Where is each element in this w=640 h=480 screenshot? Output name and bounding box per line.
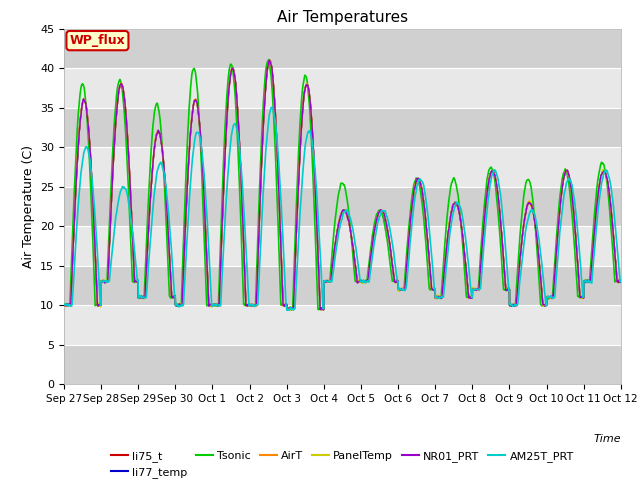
Text: Time: Time [593,434,621,444]
li75_t [160,166,168,171]
li75_t [617,278,625,284]
Tsonic [617,279,625,285]
Bar [64,147,621,187]
AirT [617,279,625,285]
li77_temp [499,249,507,255]
li77_temp [436,295,444,300]
PanelTemp [436,295,444,300]
Line: li75_t: li75_t [64,60,621,310]
Y-axis label: Air Temperature (C): Air Temperature (C) [22,145,35,268]
NR01_PRT [499,249,507,254]
AirT [60,301,68,307]
AM25T_PRT [499,216,507,222]
li75_t [468,294,476,300]
Tsonic [468,295,476,300]
AirT [160,165,168,171]
Tsonic [160,175,168,180]
AirT [317,307,325,313]
Tsonic [265,57,273,62]
Bar [64,29,621,68]
Line: AirT: AirT [64,60,621,310]
Bar [64,108,621,147]
PanelTemp [468,295,476,300]
li75_t [266,57,274,63]
Title: Air Temperatures: Air Temperatures [277,10,408,25]
li77_temp [160,165,168,171]
PanelTemp [266,58,273,63]
li77_temp [60,302,68,308]
li77_temp [266,58,273,63]
Tsonic [319,307,327,313]
NR01_PRT [436,294,444,300]
li77_temp [617,279,625,285]
Bar [64,68,621,108]
AM25T_PRT [268,105,275,110]
Line: AM25T_PRT: AM25T_PRT [64,108,621,310]
Bar [64,345,621,384]
AirT [436,295,444,300]
Bar [64,187,621,226]
Bar [64,226,621,265]
AM25T_PRT [468,292,476,298]
li75_t [60,302,68,308]
Legend: li75_t, li77_temp, Tsonic, AirT, PanelTemp, NR01_PRT, AM25T_PRT: li75_t, li77_temp, Tsonic, AirT, PanelTe… [107,446,578,480]
li77_temp [322,279,330,285]
PanelTemp [160,164,168,170]
NR01_PRT [160,165,168,170]
NR01_PRT [616,278,624,284]
li75_t [616,278,624,284]
AM25T_PRT [617,278,625,284]
Line: NR01_PRT: NR01_PRT [64,60,621,310]
NR01_PRT [266,57,273,63]
NR01_PRT [617,279,625,285]
li77_temp [616,279,624,285]
AirT [468,295,476,300]
PanelTemp [617,278,625,284]
Tsonic [499,278,507,284]
PanelTemp [499,249,507,255]
li75_t [436,294,444,300]
li77_temp [468,294,476,300]
PanelTemp [287,307,294,313]
li75_t [499,249,507,255]
Tsonic [322,278,330,284]
Bar [64,265,621,305]
Tsonic [60,302,68,308]
NR01_PRT [284,307,291,313]
PanelTemp [322,277,330,283]
li75_t [289,307,297,312]
AM25T_PRT [60,301,68,307]
PanelTemp [60,301,68,307]
NR01_PRT [60,302,68,308]
AM25T_PRT [160,170,168,176]
AirT [266,58,274,63]
li75_t [322,278,330,284]
AM25T_PRT [616,278,624,284]
NR01_PRT [322,279,330,285]
Line: PanelTemp: PanelTemp [64,60,621,310]
AirT [499,248,507,253]
Line: Tsonic: Tsonic [64,60,621,310]
Line: li77_temp: li77_temp [64,60,621,310]
PanelTemp [616,278,624,284]
AirT [322,279,330,285]
Bar [64,305,621,345]
AirT [616,278,624,284]
Tsonic [616,278,624,284]
NR01_PRT [468,294,476,300]
li77_temp [287,307,294,312]
AM25T_PRT [322,278,330,284]
Tsonic [436,296,444,301]
AM25T_PRT [284,307,291,313]
AM25T_PRT [436,294,444,300]
Text: WP_flux: WP_flux [70,34,125,47]
